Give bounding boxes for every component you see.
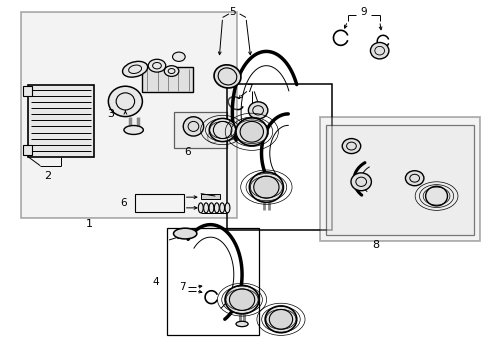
Text: 8: 8 xyxy=(371,240,379,250)
Ellipse shape xyxy=(123,126,143,134)
Ellipse shape xyxy=(236,321,247,327)
Text: 1: 1 xyxy=(85,219,92,229)
Ellipse shape xyxy=(249,172,283,202)
Circle shape xyxy=(172,52,185,62)
Text: 6: 6 xyxy=(184,147,190,157)
Text: 5: 5 xyxy=(228,7,235,17)
Bar xyxy=(325,125,473,235)
Ellipse shape xyxy=(108,86,142,117)
Bar xyxy=(23,86,32,96)
Text: 7: 7 xyxy=(179,282,186,292)
Text: 3: 3 xyxy=(107,109,114,119)
Text: 4: 4 xyxy=(152,277,159,287)
Text: 7: 7 xyxy=(245,84,252,94)
Ellipse shape xyxy=(370,42,388,59)
Ellipse shape xyxy=(214,65,241,88)
Text: 9: 9 xyxy=(360,7,366,17)
Ellipse shape xyxy=(236,118,267,146)
Ellipse shape xyxy=(240,121,263,142)
Ellipse shape xyxy=(425,186,447,206)
Bar xyxy=(227,84,331,230)
Ellipse shape xyxy=(269,310,292,329)
Ellipse shape xyxy=(198,203,203,213)
Bar xyxy=(135,194,183,212)
Ellipse shape xyxy=(350,173,371,191)
Ellipse shape xyxy=(248,102,267,119)
Text: 6: 6 xyxy=(120,198,126,208)
Bar xyxy=(142,67,193,93)
Ellipse shape xyxy=(209,118,236,141)
Bar xyxy=(166,228,259,336)
Ellipse shape xyxy=(224,285,259,314)
Ellipse shape xyxy=(183,117,203,136)
Ellipse shape xyxy=(173,228,197,239)
Ellipse shape xyxy=(214,203,219,213)
Circle shape xyxy=(164,66,179,76)
Ellipse shape xyxy=(229,289,254,310)
Bar xyxy=(174,112,227,148)
Ellipse shape xyxy=(203,203,208,213)
Ellipse shape xyxy=(405,171,423,186)
Ellipse shape xyxy=(219,203,224,213)
Ellipse shape xyxy=(208,203,213,213)
Text: 2: 2 xyxy=(44,171,51,181)
Ellipse shape xyxy=(253,176,279,198)
Ellipse shape xyxy=(213,121,231,139)
Ellipse shape xyxy=(224,203,229,213)
Ellipse shape xyxy=(122,61,147,77)
Ellipse shape xyxy=(264,306,296,333)
Circle shape xyxy=(148,59,165,72)
Bar xyxy=(201,194,220,199)
Bar xyxy=(28,85,94,157)
Ellipse shape xyxy=(342,139,360,154)
Bar xyxy=(23,145,32,155)
Bar xyxy=(21,12,237,217)
Bar xyxy=(319,117,479,241)
